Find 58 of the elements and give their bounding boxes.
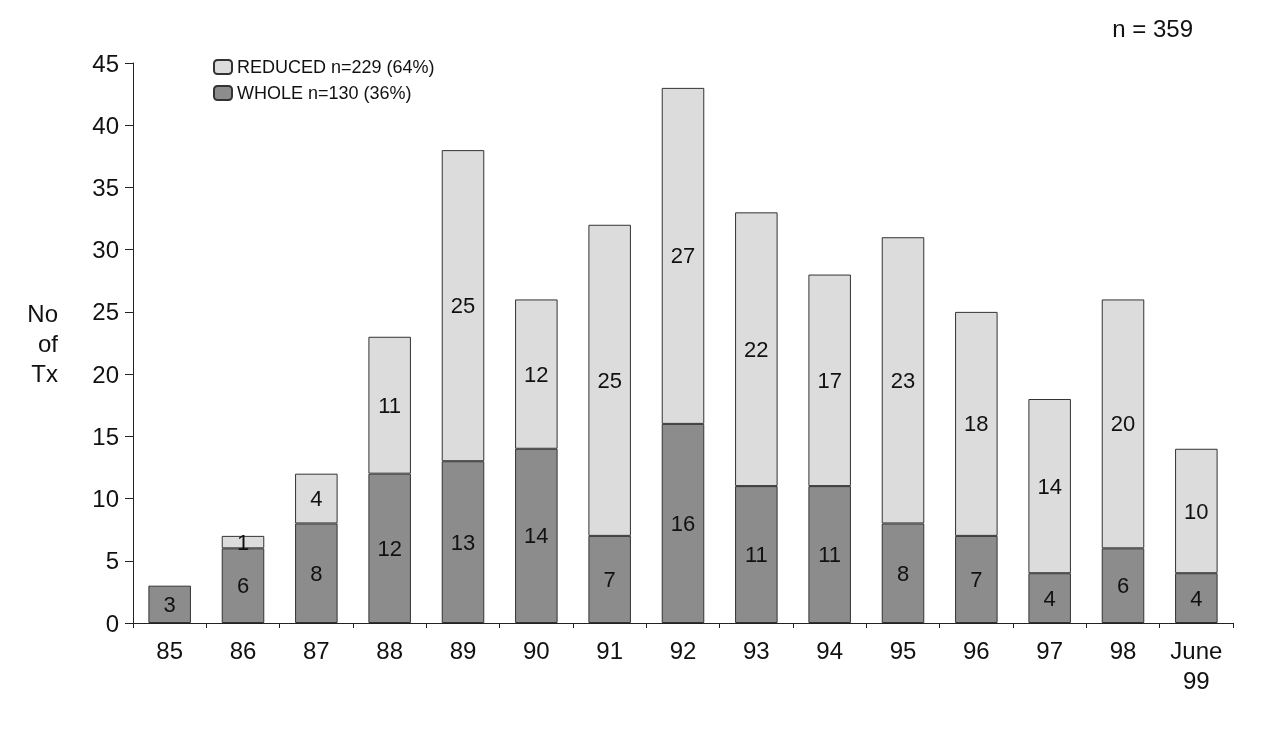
data-label: 8 [896, 560, 910, 586]
data-label: 25 [450, 293, 476, 319]
y-tick-label: 5 [105, 547, 119, 575]
x-tick-label: 96 [962, 636, 990, 664]
data-label: 12 [524, 361, 549, 387]
data-label: 4 [310, 486, 323, 512]
text: n = 359 [1112, 14, 1194, 42]
data-label: 11 [818, 542, 842, 568]
x-tick-label: 86 [229, 636, 257, 664]
data-label: 7 [970, 566, 983, 592]
legend-label: REDUCED n=229 (64%) [237, 57, 435, 77]
x-tick-label: 91 [596, 636, 624, 664]
y-tick-label: 30 [92, 236, 119, 264]
y-tick-label: 40 [92, 111, 119, 139]
y-tick-label: 10 [92, 485, 119, 513]
x-tick-label: 93 [742, 636, 770, 664]
data-label: 11 [378, 392, 402, 418]
data-label: 7 [603, 566, 616, 592]
x-tick-label: 92 [669, 636, 697, 664]
data-label: 18 [964, 411, 989, 437]
x-tick-label: 85 [156, 636, 184, 664]
x-tick-label: 87 [302, 636, 330, 664]
y-axis-title: No of Tx [27, 299, 59, 387]
data-label: 11 [744, 542, 768, 568]
data-label: 23 [890, 367, 916, 393]
y-tick-label: 20 [92, 360, 119, 388]
data-label: 3 [163, 591, 176, 617]
x-tick-label: 90 [522, 636, 550, 664]
data-label: 14 [1037, 473, 1062, 499]
data-label: 4 [1043, 585, 1056, 611]
data-label: 13 [450, 529, 476, 555]
y-tick-label: 15 [92, 422, 119, 450]
x-tick-label: June 99 [1170, 636, 1223, 694]
data-label: 4 [1190, 585, 1203, 611]
x-tick-label: 97 [1036, 636, 1064, 664]
data-label: 6 [1116, 573, 1130, 599]
data-label: 10 [1184, 498, 1209, 524]
y-tick-label: 0 [105, 609, 119, 637]
bar [148, 585, 191, 623]
data-label: 22 [744, 336, 769, 362]
y-tick-label: 25 [92, 298, 119, 326]
data-label: 20 [1110, 411, 1136, 437]
data-label: 8 [310, 560, 323, 586]
x-tick-label: 89 [449, 636, 477, 664]
data-label: 17 [817, 367, 842, 393]
x-tick-label: 94 [816, 636, 844, 664]
data-label: 25 [597, 367, 622, 393]
data-label: 27 [670, 243, 696, 269]
x-tick-label: 95 [889, 636, 917, 664]
data-label: 6 [236, 573, 250, 599]
data-label: 16 [670, 510, 696, 536]
data-label: 14 [524, 523, 549, 549]
y-tick-label: 45 [92, 49, 119, 77]
y-tick-label: 35 [92, 173, 119, 201]
data-label: 12 [377, 535, 402, 561]
x-tick-label: 98 [1109, 636, 1137, 664]
legend-label: WHOLE n=130 (36%) [237, 83, 412, 103]
x-tick-label: 88 [376, 636, 404, 664]
